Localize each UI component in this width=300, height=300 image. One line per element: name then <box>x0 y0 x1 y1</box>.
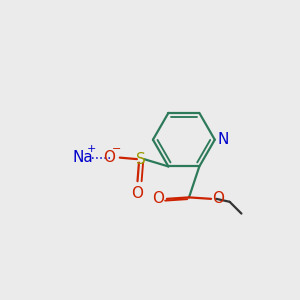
Text: Na: Na <box>73 150 93 165</box>
Text: O: O <box>131 187 143 202</box>
Text: O: O <box>153 191 165 206</box>
Text: +: + <box>87 144 96 154</box>
Text: O: O <box>213 191 225 206</box>
Text: N: N <box>217 132 229 147</box>
Text: −: − <box>112 144 122 154</box>
Text: S: S <box>136 152 145 166</box>
Text: O: O <box>103 149 116 164</box>
